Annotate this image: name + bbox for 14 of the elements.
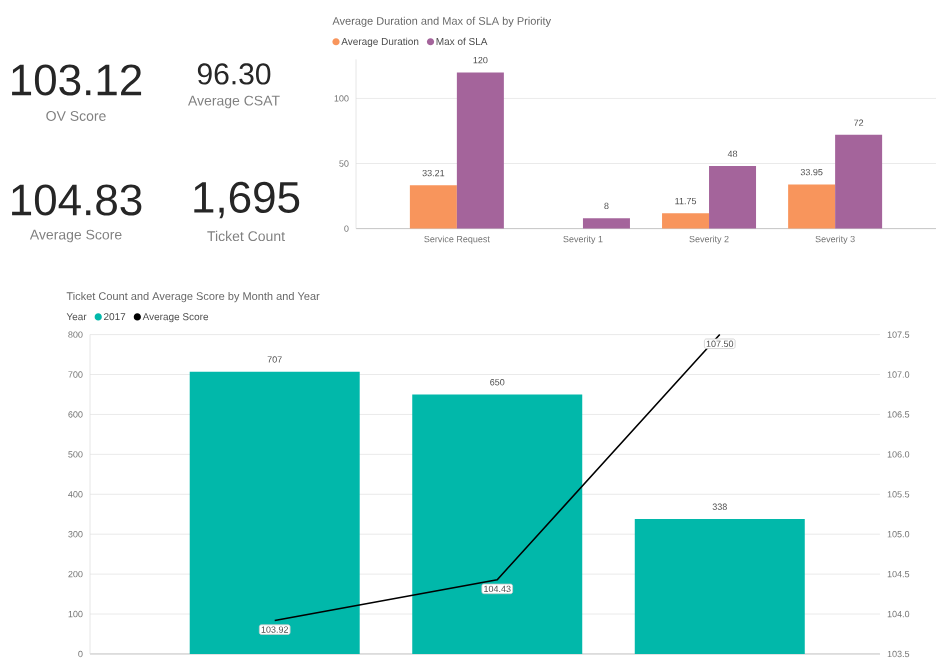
text: 1,695 bbox=[194, 181, 300, 219]
bar bbox=[662, 213, 710, 229]
text: 96.30 bbox=[197, 63, 271, 85]
bar bbox=[788, 184, 836, 229]
text: 103.12 bbox=[12, 64, 142, 96]
bar bbox=[412, 394, 583, 654]
bar bbox=[189, 371, 360, 654]
bar bbox=[835, 134, 883, 229]
bar bbox=[582, 218, 630, 229]
bar bbox=[456, 72, 504, 229]
bar bbox=[409, 185, 457, 229]
bar bbox=[709, 166, 757, 229]
text: 104.83 bbox=[12, 184, 142, 216]
bar bbox=[634, 519, 805, 654]
